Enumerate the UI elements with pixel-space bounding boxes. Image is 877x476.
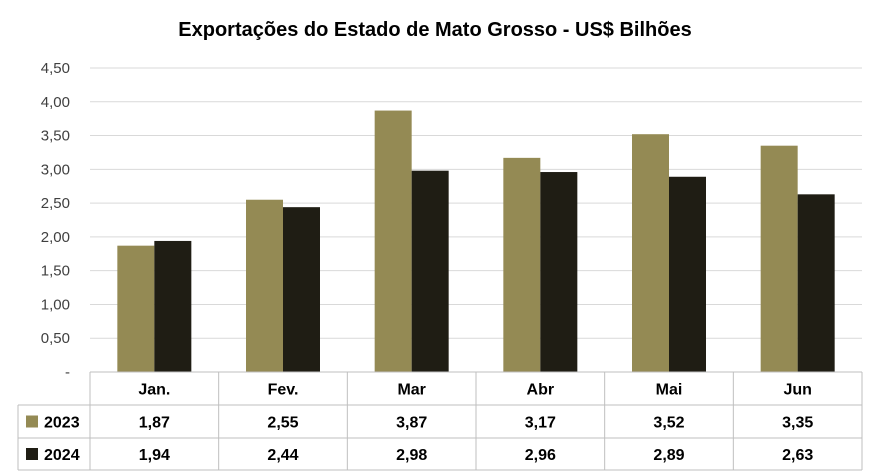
y-tick-label: 1,50 [41, 263, 70, 280]
x-tick-label: Jun [783, 382, 811, 399]
bar-2024-2 [283, 207, 320, 372]
bar-2023-2 [246, 199, 283, 372]
chart-title: Exportações do Estado de Mato Grosso - U… [178, 19, 691, 41]
x-tick-label: Fev. [268, 382, 299, 399]
x-tick-label: Mar [397, 382, 425, 399]
y-tick-label: 4,50 [41, 60, 70, 77]
y-tick-label: 3,50 [41, 128, 70, 145]
x-tick-label: Jan. [138, 382, 170, 399]
x-tick-label: Mai [656, 382, 683, 399]
bar-2023-4 [503, 157, 541, 372]
legend-swatch-2023 [26, 415, 38, 428]
bar-2024-4 [540, 172, 578, 372]
data-label: 3,17 [525, 415, 556, 432]
y-tick-label: 1,00 [41, 296, 70, 313]
legend-swatch-2024 [26, 448, 38, 460]
bar-2024-3 [411, 170, 449, 372]
y-axis-ticks: - 0,50 1,00 1,50 2,00 2,50 3,00 3,50 4,00 4,50 [41, 60, 70, 381]
data-label: 2,44 [267, 447, 298, 464]
y-tick-label: 3,00 [41, 161, 70, 178]
bar-2023-6 [760, 145, 798, 372]
bar-2023-1 [117, 245, 155, 372]
y-tick-label: - [65, 364, 70, 381]
y-tick-label: 2,50 [41, 195, 70, 212]
legend-label-2023: 2023 [44, 415, 80, 432]
data-label: 2,63 [782, 447, 813, 464]
data-label: 3,52 [653, 415, 684, 432]
data-table: Jan. Fev. Mar Abr Mai Jun 2023 1,87 2,55 3,87 3,17… [17, 371, 863, 471]
y-tick-label: 0,50 [41, 330, 70, 347]
data-label: 2,96 [525, 447, 556, 464]
bars [117, 110, 835, 372]
data-label: 3,35 [782, 415, 813, 432]
bar-2024-6 [797, 194, 835, 372]
gridlines [90, 67, 862, 339]
bar-2023-3 [374, 110, 412, 372]
legend-label-2024: 2024 [44, 447, 80, 464]
data-label: 2,55 [267, 415, 298, 432]
data-label: 2,89 [653, 447, 684, 464]
bar-2024-5 [669, 176, 706, 372]
data-label: 2,98 [396, 447, 427, 464]
data-label: 1,87 [139, 415, 170, 432]
y-tick-label: 2,00 [41, 229, 70, 246]
bar-2023-5 [632, 134, 669, 372]
bar-2024-1 [154, 240, 192, 372]
x-tick-label: Abr [527, 382, 555, 399]
data-label: 1,94 [139, 447, 170, 464]
y-tick-label: 4,00 [41, 94, 70, 111]
data-label: 3,87 [396, 415, 427, 432]
